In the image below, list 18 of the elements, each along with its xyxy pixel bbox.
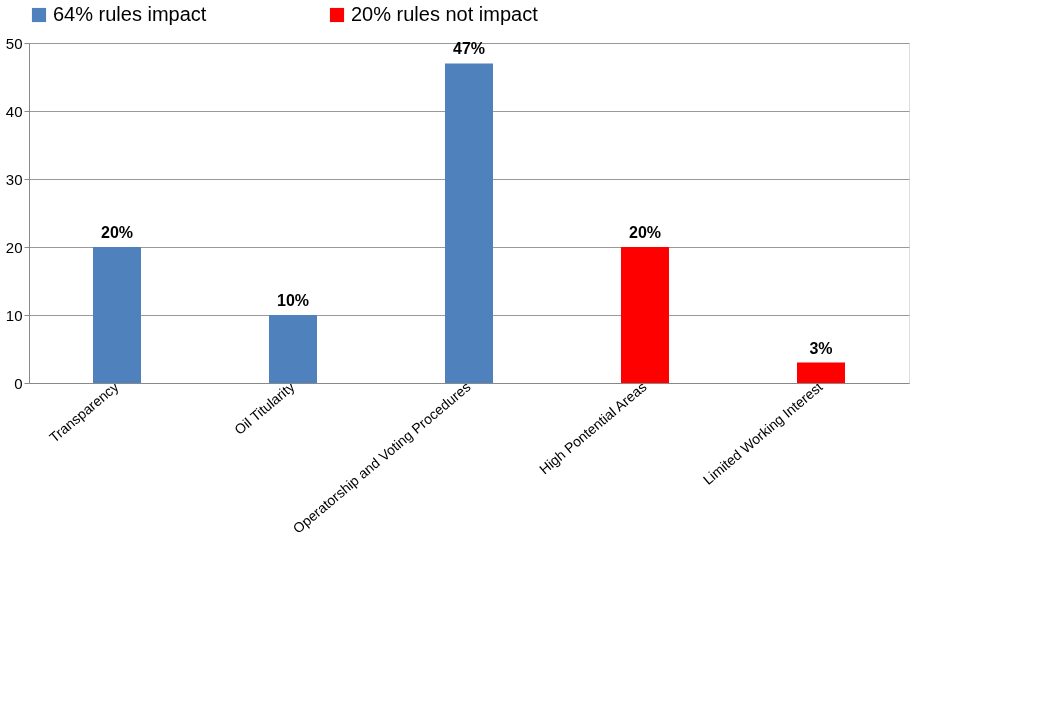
y-tick-label: 30 bbox=[5, 170, 23, 188]
legend-label: 20% rules not impact bbox=[351, 3, 539, 25]
bar bbox=[445, 63, 493, 383]
y-tick-label: 10 bbox=[5, 306, 23, 324]
data-label: 47% bbox=[452, 40, 486, 58]
data-label: 20% bbox=[628, 224, 662, 241]
data-label: 10% bbox=[276, 292, 310, 309]
data-label: 3% bbox=[809, 339, 833, 357]
legend-label: 64% rules impact bbox=[53, 3, 207, 25]
bar bbox=[93, 247, 141, 383]
y-tick-label: 20 bbox=[5, 238, 23, 256]
y-tick-label: 0 bbox=[14, 374, 23, 392]
y-tick-label: 40 bbox=[5, 102, 23, 120]
y-tick-label: 50 bbox=[5, 34, 23, 52]
bar bbox=[269, 315, 317, 383]
data-label: 20% bbox=[100, 224, 134, 241]
bar bbox=[797, 362, 845, 383]
bar bbox=[621, 247, 669, 383]
